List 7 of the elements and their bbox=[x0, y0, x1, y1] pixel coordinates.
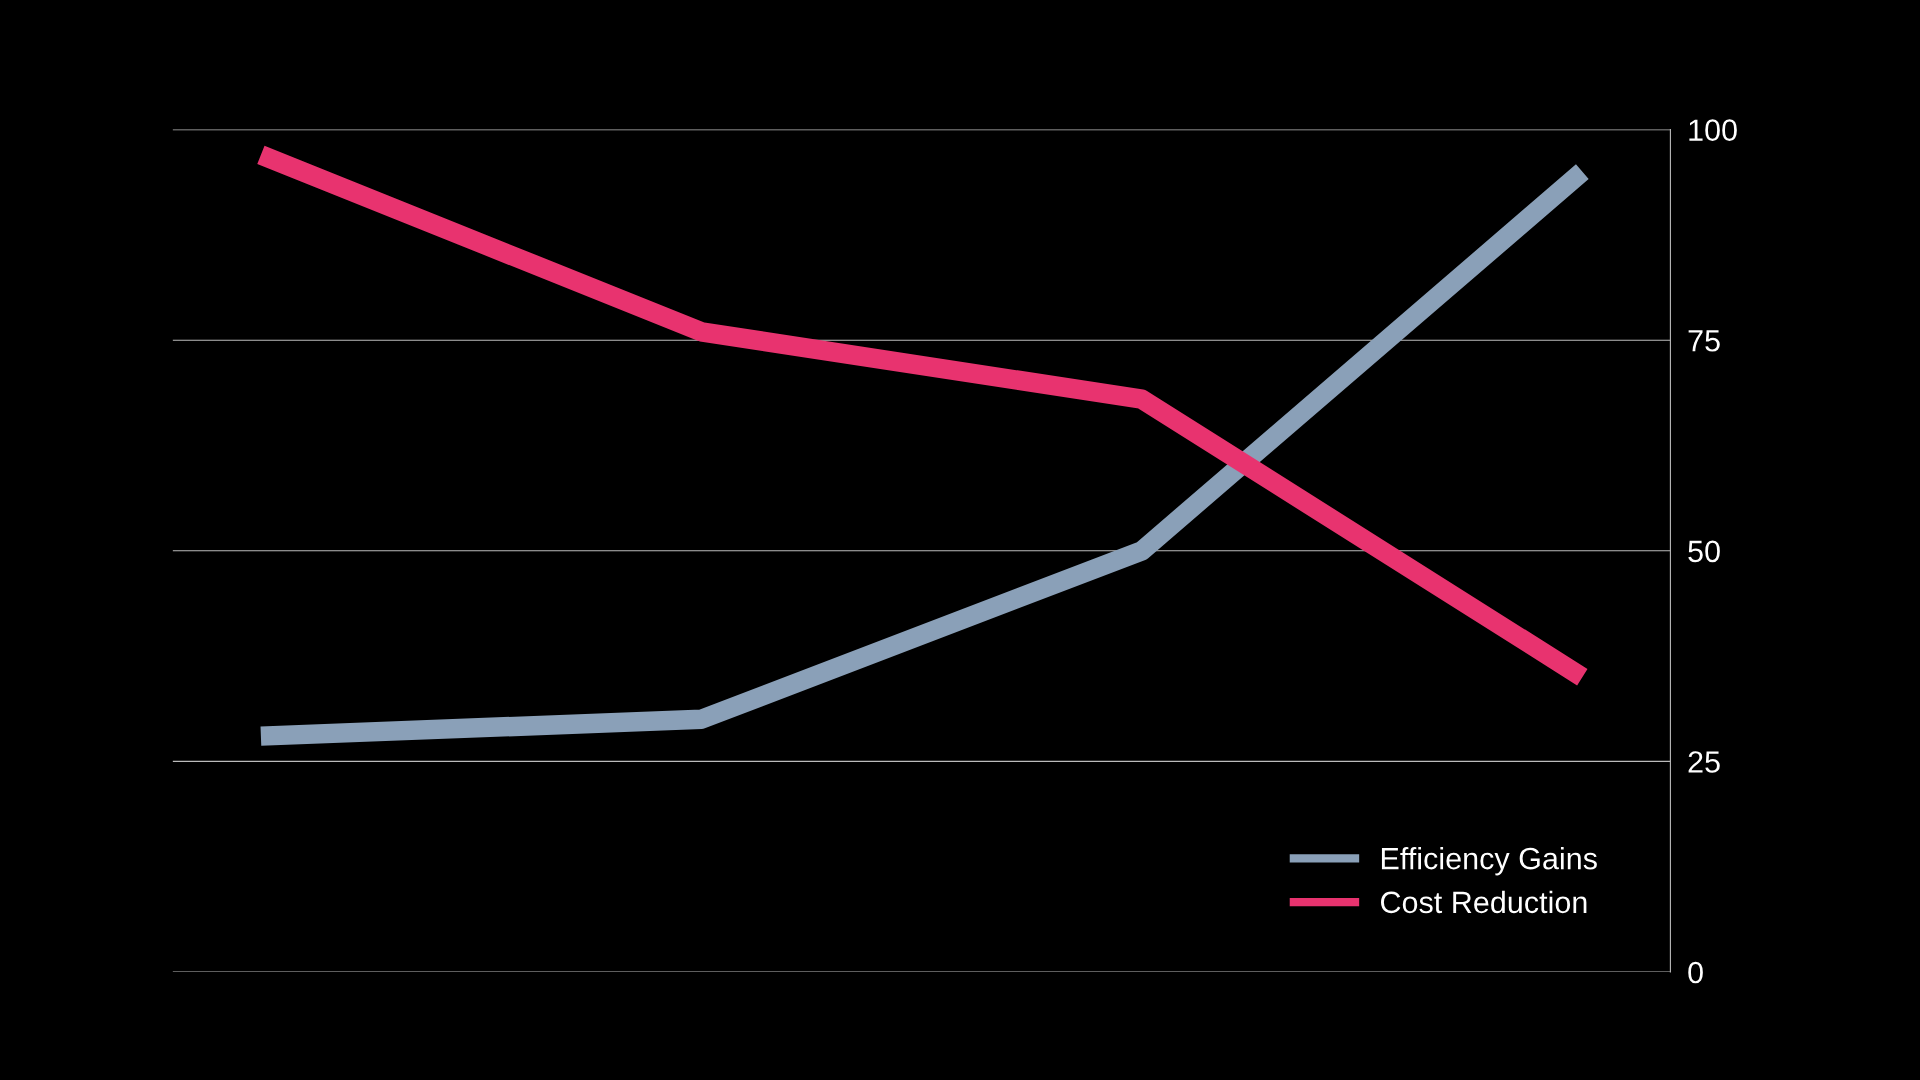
y-tick-label: 25 bbox=[1688, 751, 1720, 773]
legend-label: Cost Reduction bbox=[1381, 890, 1587, 914]
y-tick-label: 100 bbox=[1689, 119, 1737, 141]
y-tick-label: 50 bbox=[1688, 540, 1720, 563]
legend-label: Efficiency Gains bbox=[1381, 846, 1597, 876]
y-tick-label: 0 bbox=[1688, 961, 1703, 984]
y-tick-label: 75 bbox=[1688, 330, 1720, 352]
